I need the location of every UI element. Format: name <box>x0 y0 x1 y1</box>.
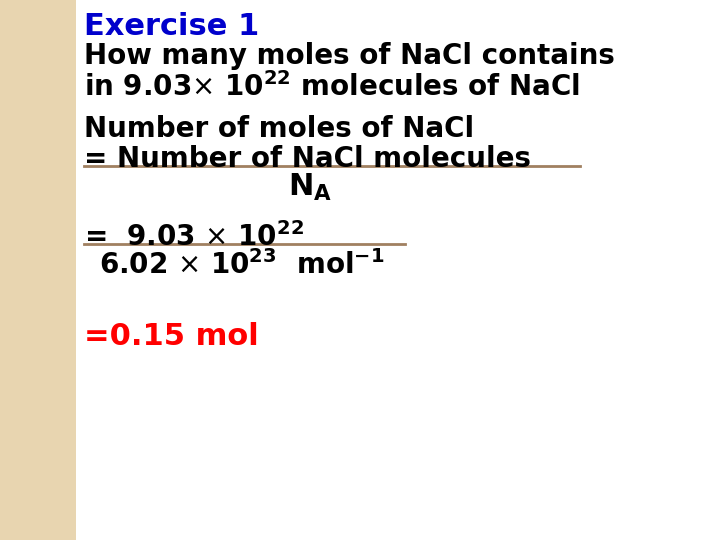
Text: = Number of NaCl molecules: = Number of NaCl molecules <box>84 145 531 173</box>
Text: in 9.03$\times$ 10$^{\mathbf{22}}$ molecules of NaCl: in 9.03$\times$ 10$^{\mathbf{22}}$ molec… <box>84 72 580 102</box>
Text: N$_{\mathbf{A}}$: N$_{\mathbf{A}}$ <box>288 172 332 203</box>
Text: 6.02 $\times$ 10$^{\mathbf{23}}$  mol$^{\mathbf{-1}}$: 6.02 $\times$ 10$^{\mathbf{23}}$ mol$^{\… <box>99 250 384 280</box>
Text: Exercise 1: Exercise 1 <box>84 12 259 41</box>
Text: =  9.03 $\times$ 10$^{\mathbf{22}}$: = 9.03 $\times$ 10$^{\mathbf{22}}$ <box>84 222 304 252</box>
Text: =0.15 mol: =0.15 mol <box>84 322 258 351</box>
Text: Number of moles of NaCl: Number of moles of NaCl <box>84 115 474 143</box>
Text: How many moles of NaCl contains: How many moles of NaCl contains <box>84 42 614 70</box>
Bar <box>0 0 76 540</box>
